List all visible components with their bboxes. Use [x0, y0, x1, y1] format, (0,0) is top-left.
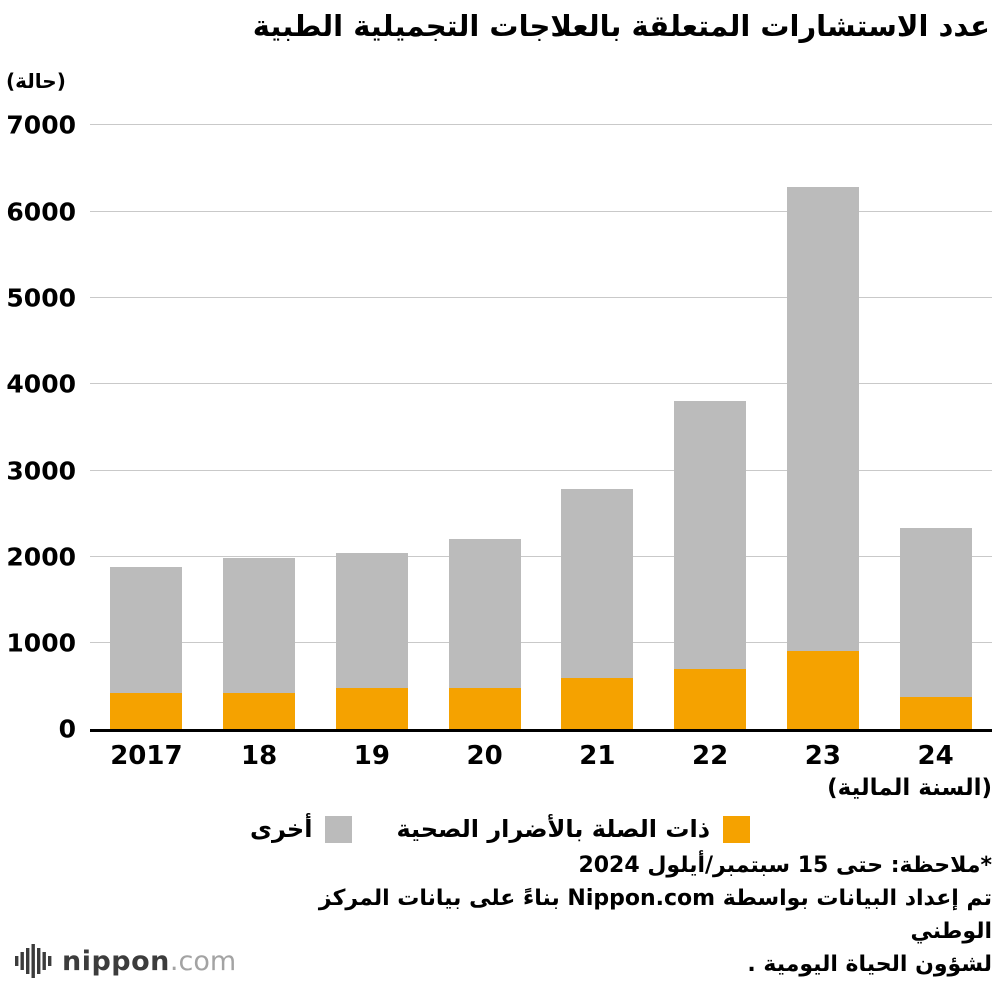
- soundwave-icon: [15, 944, 52, 979]
- footer: nippon.com *ملاحظة: حتى 15 سبتمبر/أيلول …: [0, 843, 1000, 989]
- gridline: [90, 383, 992, 385]
- note-line: لشؤون الحياة اليومية .: [747, 952, 992, 978]
- bar-column: [428, 125, 541, 730]
- chart: 0 1000 2000 3000 4000 5000 6000 7000 2017 18 19 20…: [0, 113, 1000, 802]
- plot-area: 0 1000 2000 3000 4000 5000 6000 7000: [6, 113, 992, 742]
- stacked-bar: [223, 125, 296, 730]
- legend-swatch-orange: [723, 815, 751, 843]
- bar-segment-orange: [561, 677, 634, 730]
- bar-segment-gray: [899, 528, 972, 697]
- bar-segment-gray: [674, 401, 747, 669]
- bar-segment-gray: [786, 187, 859, 651]
- x-tick-label: 2017: [110, 741, 183, 772]
- logo-text: nippon: [62, 945, 170, 977]
- bars: [90, 125, 992, 730]
- gridline: [90, 296, 992, 298]
- stacked-bar: [899, 125, 972, 730]
- legend-label-gray: أخرى: [250, 815, 313, 844]
- gridline: [90, 642, 992, 644]
- x-tick-label: 21: [579, 741, 616, 772]
- gridline: [90, 555, 992, 557]
- y-tick-label: 2000: [6, 542, 76, 572]
- bar-segment-gray: [448, 538, 521, 688]
- bar-column: [203, 125, 316, 730]
- bar-segment-orange: [223, 693, 296, 730]
- bar-segment-gray: [561, 489, 634, 678]
- y-axis-unit-label: (حالة): [6, 69, 66, 94]
- gridline: [90, 210, 992, 212]
- bar-column: [541, 125, 654, 730]
- legend-label-orange: ذات الصلة بالأضرار الصحية: [396, 815, 711, 844]
- gridline: [90, 469, 992, 471]
- x-axis-labels: 2017 18 19 20 21 22 23 24: [90, 732, 992, 771]
- bar-segment-orange: [899, 696, 972, 730]
- x-tick-label: 23: [804, 741, 841, 772]
- y-tick-label: 1000: [6, 628, 76, 658]
- bar-column: [654, 125, 767, 730]
- gridline: [90, 124, 992, 126]
- nippon-logo: nippon.com: [14, 943, 236, 981]
- x-tick-label: 20: [466, 741, 503, 772]
- bar-segment-orange: [674, 668, 747, 730]
- legend-swatch-gray: [325, 815, 353, 843]
- stacked-bar: [561, 125, 634, 730]
- x-tick-label: 19: [353, 741, 390, 772]
- bar-column: [767, 125, 880, 730]
- y-tick-label: 0: [58, 714, 76, 744]
- bar-segment-gray: [335, 553, 408, 688]
- y-tick-label: 6000: [6, 197, 76, 227]
- logo-suffix: .com: [169, 945, 237, 977]
- bar-segment-orange: [786, 650, 859, 730]
- stacked-bar: [786, 125, 859, 730]
- x-tick-label: 18: [241, 741, 278, 772]
- y-tick-label: 4000: [6, 369, 76, 399]
- legend-item-orange: ذات الصلة بالأضرار الصحية: [396, 815, 751, 844]
- bar-column: [90, 125, 203, 730]
- note-line: *ملاحظة: حتى 15 سبتمبر/أيلول 2024: [578, 853, 992, 879]
- stacked-bar: [110, 125, 183, 730]
- bar-column: [879, 125, 992, 730]
- stacked-bar: [674, 125, 747, 730]
- legend: ذات الصلة بالأضرار الصحية أخرى: [0, 815, 1000, 843]
- bar-segment-gray: [223, 557, 296, 694]
- bar-column: [316, 125, 429, 730]
- stacked-bar: [448, 125, 521, 730]
- y-tick-label: 3000: [6, 456, 76, 485]
- bar-segment-orange: [448, 687, 521, 730]
- page-title: عدد الاستشارات المتعلقة بالعلاجات التجمي…: [252, 9, 990, 43]
- y-tick-label: 7000: [6, 110, 76, 140]
- x-tick-label: 22: [692, 741, 729, 772]
- x-tick-label: 24: [917, 741, 954, 772]
- bar-segment-gray: [110, 567, 183, 694]
- source-notes: *ملاحظة: حتى 15 سبتمبر/أيلول 2024 تم إعد…: [236, 849, 992, 981]
- bar-segment-orange: [335, 687, 408, 730]
- stacked-bar: [335, 125, 408, 730]
- x-axis-title: (السنة المالية): [827, 775, 992, 802]
- note-line: تم إعداد البيانات بواسطة Nippon.com بناء…: [318, 886, 992, 945]
- y-tick-label: 5000: [6, 283, 76, 313]
- bar-segment-orange: [110, 693, 183, 730]
- legend-item-gray: أخرى: [250, 815, 353, 844]
